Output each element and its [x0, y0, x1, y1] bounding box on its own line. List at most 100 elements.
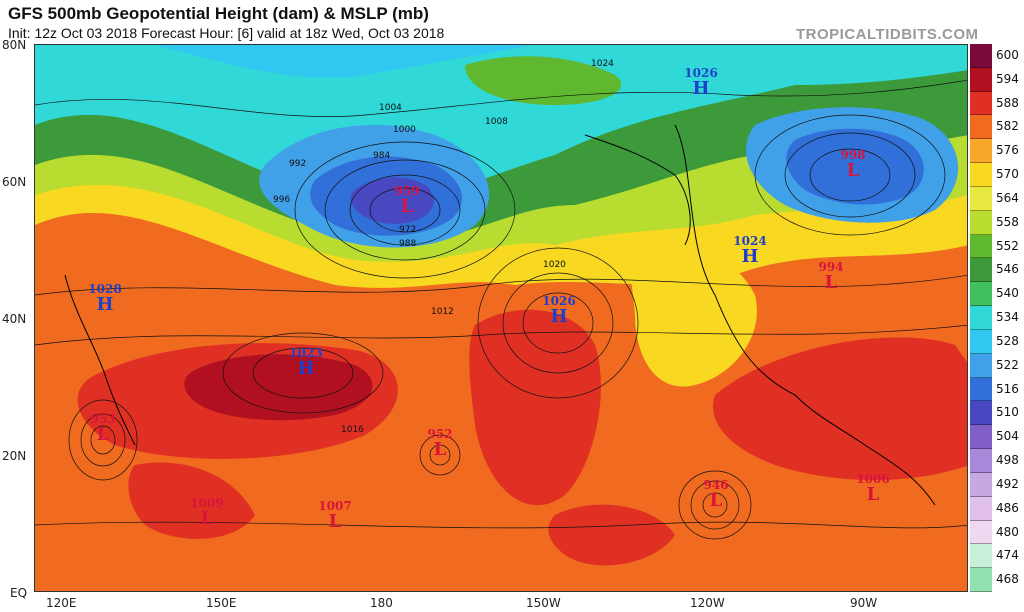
colorbar-entry: 546 — [970, 258, 1024, 283]
shade-588-sw — [128, 462, 255, 539]
lat-label-20n: 20N — [2, 449, 27, 463]
colorbar-label: 600 — [996, 48, 1019, 62]
low-pressure-value: 952 — [427, 427, 453, 441]
isobar-label: 984 — [373, 151, 391, 161]
isobar-label: 1004 — [379, 103, 402, 113]
colorbar-entry: 504 — [970, 425, 1024, 450]
isobar-label: 996 — [273, 195, 291, 205]
colorbar-swatch — [970, 67, 992, 92]
isobar-label: 992 — [289, 159, 307, 169]
colorbar-label: 522 — [996, 357, 1019, 372]
colorbar-swatch — [970, 329, 992, 354]
low-symbol: L — [200, 508, 214, 529]
lat-label-eq: EQ — [10, 586, 28, 600]
high-center: 1028 H — [85, 283, 125, 315]
low-center: 959 L — [387, 185, 427, 217]
colorbar-entry: 540 — [970, 282, 1024, 307]
lat-label-40n: 40N — [2, 312, 27, 326]
colorbar-entry: 558 — [970, 210, 1024, 235]
colorbar-label: 492 — [996, 476, 1019, 491]
colorbar-label: 564 — [996, 190, 1019, 205]
isobar-label: 1020 — [543, 260, 566, 270]
colorbar-swatch — [970, 520, 992, 545]
colorbar-swatch — [970, 401, 992, 426]
colorbar-entry: 474 — [970, 544, 1024, 569]
colorbar-label: 528 — [996, 333, 1019, 348]
colorbar-entry: 552 — [970, 234, 1024, 259]
high-pressure-value: 1026 — [684, 66, 718, 80]
colorbar-entry: 588 — [970, 91, 1024, 116]
high-pressure-value: 1028 — [88, 282, 122, 296]
colorbar-entry: 528 — [970, 329, 1024, 354]
low-symbol: L — [433, 439, 447, 460]
colorbar-label: 474 — [996, 548, 1019, 563]
colorbar-label: 540 — [996, 286, 1019, 301]
colorbar-swatch — [970, 377, 992, 402]
colorbar-swatch — [970, 115, 992, 140]
colorbar-entry: 570 — [970, 163, 1024, 187]
low-center: 1006 L — [853, 473, 893, 505]
high-pressure-value: 1023 — [289, 346, 323, 360]
low-symbol: L — [709, 490, 723, 511]
low-symbol: L — [824, 272, 838, 293]
lat-label-80n: 80N — [2, 38, 27, 52]
colorbar-swatch — [970, 544, 992, 569]
low-pressure-value: 1009 — [190, 496, 224, 510]
low-symbol: L — [328, 511, 342, 532]
shade-558-north — [465, 56, 622, 105]
low-center: 998 L — [833, 149, 873, 181]
shade-576-east — [630, 242, 757, 387]
map-subtitle: Init: 12z Oct 03 2018 Forecast Hour: [6]… — [8, 25, 445, 41]
map-panel[interactable]: 959 L 998 L 994 L 953 L 952 L 946 L 1009 L 1007… — [34, 44, 968, 592]
colorbar-swatch — [970, 234, 992, 259]
colorbar-label: 546 — [996, 262, 1019, 277]
isobar-label: 1024 — [591, 59, 614, 69]
high-center: 1024 H — [730, 235, 770, 267]
high-center: 1023 H — [286, 347, 326, 379]
colorbar-entry: 510 — [970, 401, 1024, 426]
colorbar-label: 576 — [996, 143, 1019, 158]
low-center: 1007 L — [315, 500, 355, 532]
colorbar-label: 468 — [996, 572, 1019, 587]
low-center: 994 L — [811, 261, 851, 293]
colorbar-entry: 492 — [970, 472, 1024, 497]
shade-588-east — [713, 337, 967, 480]
isobar-label: 1016 — [341, 425, 364, 435]
low-pressure-value: 953 — [90, 412, 116, 426]
colorbar-swatch — [970, 353, 992, 378]
lon-label-150e: 150E — [206, 596, 237, 610]
colorbar-label: 570 — [996, 167, 1019, 182]
low-pressure-value: 959 — [394, 184, 420, 198]
low-center: 946 L — [696, 479, 736, 511]
isobar-label: 1000 — [393, 125, 416, 135]
lon-label-180: 180 — [370, 596, 393, 610]
low-pressure-value: 1006 — [856, 472, 890, 486]
colorbar-label: 498 — [996, 453, 1019, 468]
colorbar-entry: 582 — [970, 115, 1024, 140]
map-header: GFS 500mb Geopotential Height (dam) & MS… — [8, 4, 978, 44]
colorbar-label: 558 — [996, 214, 1019, 229]
shade-588-central — [469, 309, 601, 506]
colorbar-swatch — [970, 139, 992, 164]
colorbar-entry: 486 — [970, 496, 1024, 521]
colorbar: 600 594 588 582 576 570 564 558 552 546 540 534 528 5… — [970, 44, 1024, 592]
low-pressure-value: 946 — [703, 478, 729, 492]
high-center: 1026 H — [681, 67, 721, 99]
shade-588-south — [548, 504, 675, 566]
colorbar-label: 480 — [996, 524, 1019, 539]
colorbar-label: 552 — [996, 238, 1019, 253]
high-pressure-value: 1024 — [733, 234, 767, 248]
low-pressure-value: 998 — [840, 148, 866, 162]
colorbar-swatch — [970, 282, 992, 307]
isobar-label: 1012 — [431, 307, 454, 317]
colorbar-swatch — [970, 44, 992, 68]
high-symbol: H — [550, 306, 568, 327]
low-center: 1009 L — [187, 497, 227, 529]
colorbar-entry: 468 — [970, 568, 1024, 592]
lon-label-150w: 150W — [526, 596, 561, 610]
height-field — [35, 45, 967, 591]
colorbar-entry: 576 — [970, 139, 1024, 164]
isobar-label: 988 — [399, 239, 417, 249]
colorbar-entry: 522 — [970, 353, 1024, 378]
colorbar-swatch — [970, 210, 992, 235]
